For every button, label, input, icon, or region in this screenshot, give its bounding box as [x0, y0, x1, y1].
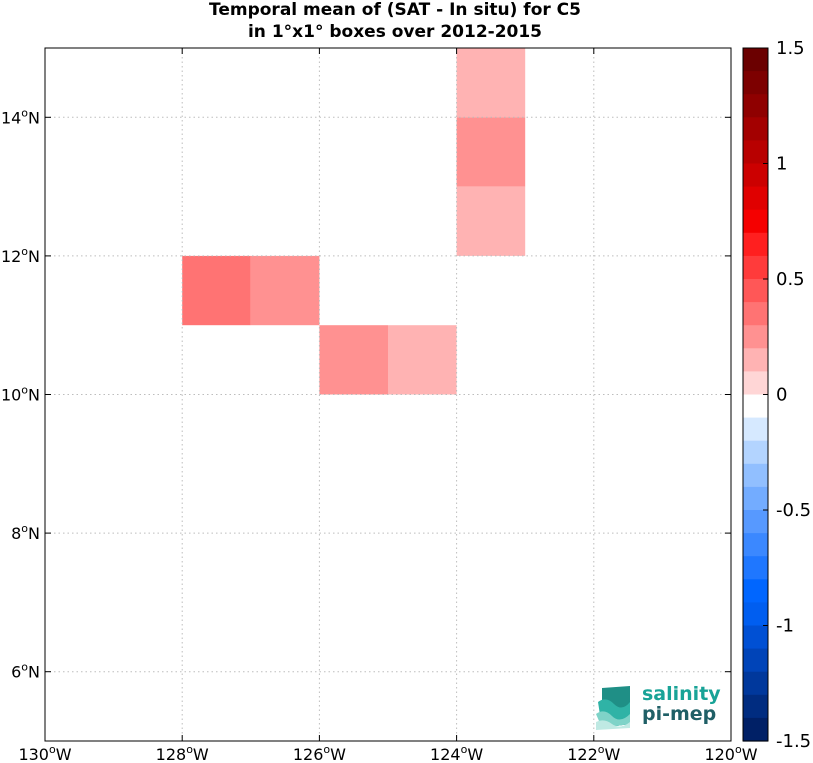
- colorbar-segment: [743, 394, 768, 419]
- colorbar-tick-label: -1: [776, 616, 794, 637]
- heatmap-cell: [456, 117, 526, 187]
- heatmap-cell: [182, 255, 251, 326]
- y-tick-label: 12oN: [1, 245, 40, 266]
- colorbar-segment: [743, 440, 768, 465]
- map-area: 130oW 128oW 126oW 124oW 122oW 120oW 6oN 8oN 10o…: [1, 47, 758, 763]
- colorbar-segment: [743, 486, 768, 511]
- colorbar-colors: [743, 48, 768, 742]
- colorbar-segment: [743, 94, 768, 118]
- colorbar-segment: [743, 348, 768, 372]
- y-axis-ticks: 6oN 8oN 10oN 12oN 14oN: [1, 106, 731, 682]
- wave-logo-icon: [596, 686, 630, 730]
- y-tick-label: 8oN: [11, 522, 40, 543]
- colorbar-segment: [743, 717, 768, 742]
- colorbar-segment: [743, 625, 768, 650]
- colorbar-tick-label: 1.5: [776, 38, 805, 59]
- logo-text-pi-mep: pi-mep: [642, 703, 717, 725]
- colorbar-segment: [743, 186, 768, 211]
- colorbar-ticks: 1.5 1 0.5 0 -0.5 -1 -1.5: [763, 38, 811, 752]
- x-tick-label: 126oW: [293, 743, 346, 763]
- colorbar-segment: [743, 533, 768, 557]
- colorbar-segment: [743, 510, 768, 534]
- heatmap-cell: [456, 48, 526, 118]
- colorbar-segment: [743, 371, 768, 396]
- x-tick-label: 122oW: [567, 743, 620, 763]
- grid-lines: [45, 48, 731, 741]
- colorbar-segment: [743, 417, 768, 442]
- colorbar-segment: [743, 163, 768, 188]
- heatmap-cell: [250, 255, 320, 326]
- colorbar-segment: [743, 602, 768, 627]
- colorbar-tick-label: -1.5: [776, 731, 811, 752]
- y-tick-label: 6oN: [11, 661, 40, 682]
- x-tick-label: 120oW: [704, 743, 757, 763]
- colorbar-segment: [743, 579, 768, 603]
- colorbar-segment: [743, 48, 768, 72]
- heatmap-cell: [388, 325, 457, 395]
- colorbar-segment: [743, 140, 768, 165]
- heatmap-cell: [456, 186, 526, 256]
- colorbar-segment: [743, 232, 768, 257]
- colorbar-tick-label: 0: [776, 385, 787, 406]
- colorbar-segment: [743, 671, 768, 696]
- colorbar-segment: [743, 117, 768, 141]
- colorbar-segment: [743, 302, 768, 326]
- x-tick-label: 128oW: [156, 743, 209, 763]
- salinity-pi-mep-logo: salinity pi-mep: [596, 683, 726, 730]
- colorbar-segment: [743, 279, 768, 303]
- colorbar-segment: [743, 255, 768, 280]
- colorbar-segment: [743, 71, 768, 95]
- y-tick-label: 14oN: [1, 106, 40, 127]
- y-tick-label: 10oN: [1, 384, 40, 405]
- colorbar-segment: [743, 648, 768, 673]
- colorbar-segment: [743, 694, 768, 719]
- heatmap-cells: [182, 48, 526, 395]
- x-tick-label: 130oW: [18, 743, 71, 763]
- x-tick-label: 124oW: [430, 743, 483, 763]
- x-axis-ticks: 130oW 128oW 126oW 124oW 122oW 120oW: [18, 48, 758, 763]
- colorbar-segment: [743, 209, 768, 234]
- colorbar-segment: [743, 325, 768, 349]
- title-line-1: Temporal mean of (SAT - In situ) for C5: [209, 0, 581, 20]
- logo-text-salinity: salinity: [642, 683, 721, 705]
- title-line-2: in 1°x1° boxes over 2012-2015: [248, 22, 542, 42]
- heatmap-cell: [319, 325, 388, 395]
- colorbar-segment: [743, 463, 768, 488]
- colorbar-tick-label: 0.5: [776, 269, 805, 290]
- colorbar-tick-label: 1: [776, 154, 787, 175]
- colorbar-segment: [743, 556, 768, 580]
- colorbar: 1.5 1 0.5 0 -0.5 -1 -1.5: [742, 38, 811, 752]
- colorbar-tick-label: -0.5: [776, 500, 811, 521]
